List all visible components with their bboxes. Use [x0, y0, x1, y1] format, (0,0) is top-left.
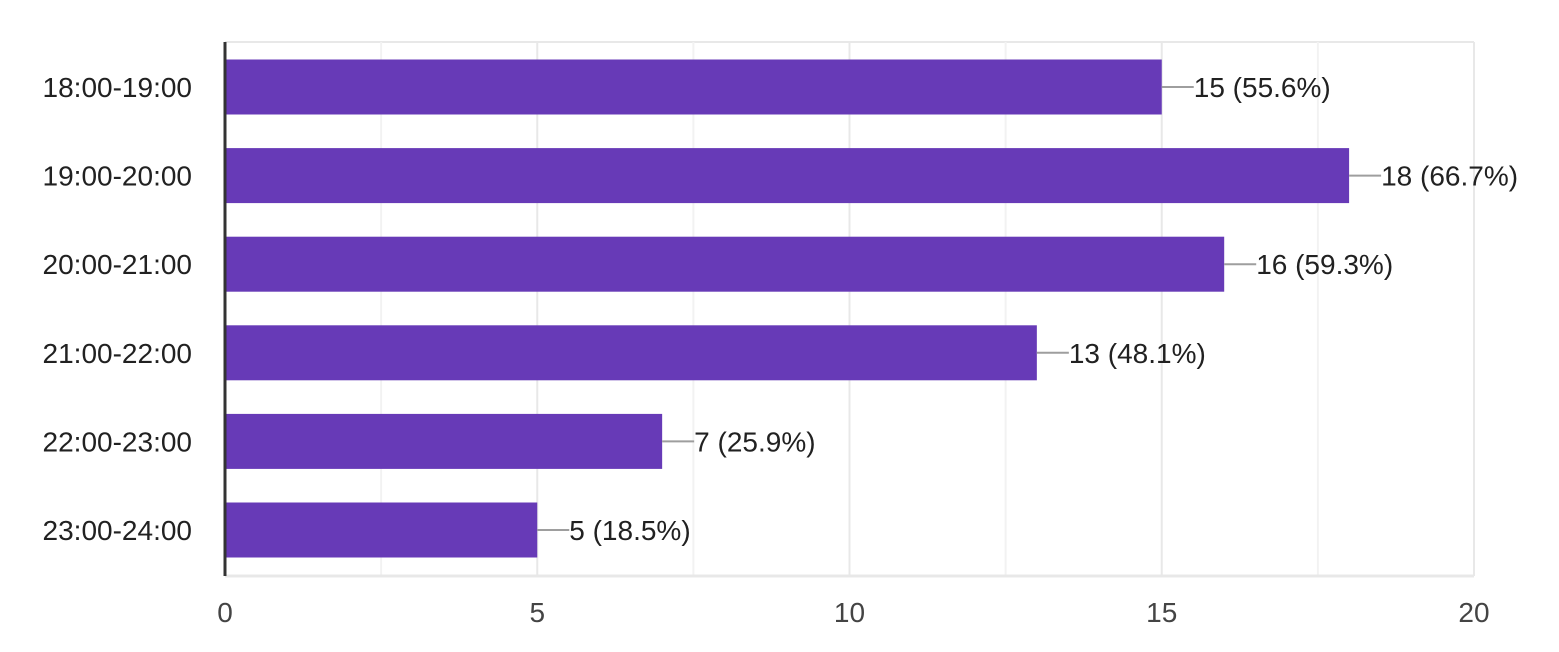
- category-label: 22:00-23:00: [43, 426, 192, 457]
- labels: 15 (55.6%) 18:00-19:00 18 (66.7%) 19:00-20:…: [43, 72, 1519, 628]
- bar: [225, 502, 538, 558]
- category-label: 19:00-20:00: [43, 161, 192, 192]
- data-label: 16 (59.3%): [1256, 249, 1393, 280]
- bar: [225, 236, 1225, 292]
- data-label: 18 (66.7%): [1381, 161, 1518, 192]
- category-label: 20:00-21:00: [43, 249, 192, 280]
- bar: [225, 325, 1037, 381]
- x-tick-label: 15: [1146, 597, 1177, 628]
- bar: [225, 59, 1162, 115]
- category-label: 18:00-19:00: [43, 72, 192, 103]
- data-label: 15 (55.6%): [1194, 72, 1331, 103]
- bar: [225, 148, 1350, 204]
- x-tick-label: 0: [217, 597, 233, 628]
- axes: [223, 42, 1474, 578]
- x-tick-label: 5: [529, 597, 545, 628]
- data-label: 7 (25.9%): [694, 426, 815, 457]
- gridlines: [225, 41, 1475, 576]
- data-label: 13 (48.1%): [1069, 338, 1206, 369]
- category-label: 21:00-22:00: [43, 338, 192, 369]
- data-label: 5 (18.5%): [569, 515, 690, 546]
- x-tick-label: 20: [1458, 597, 1489, 628]
- bar: [225, 413, 663, 469]
- bars: [225, 59, 1350, 558]
- x-tick-label: 10: [834, 597, 865, 628]
- category-label: 23:00-24:00: [43, 515, 192, 546]
